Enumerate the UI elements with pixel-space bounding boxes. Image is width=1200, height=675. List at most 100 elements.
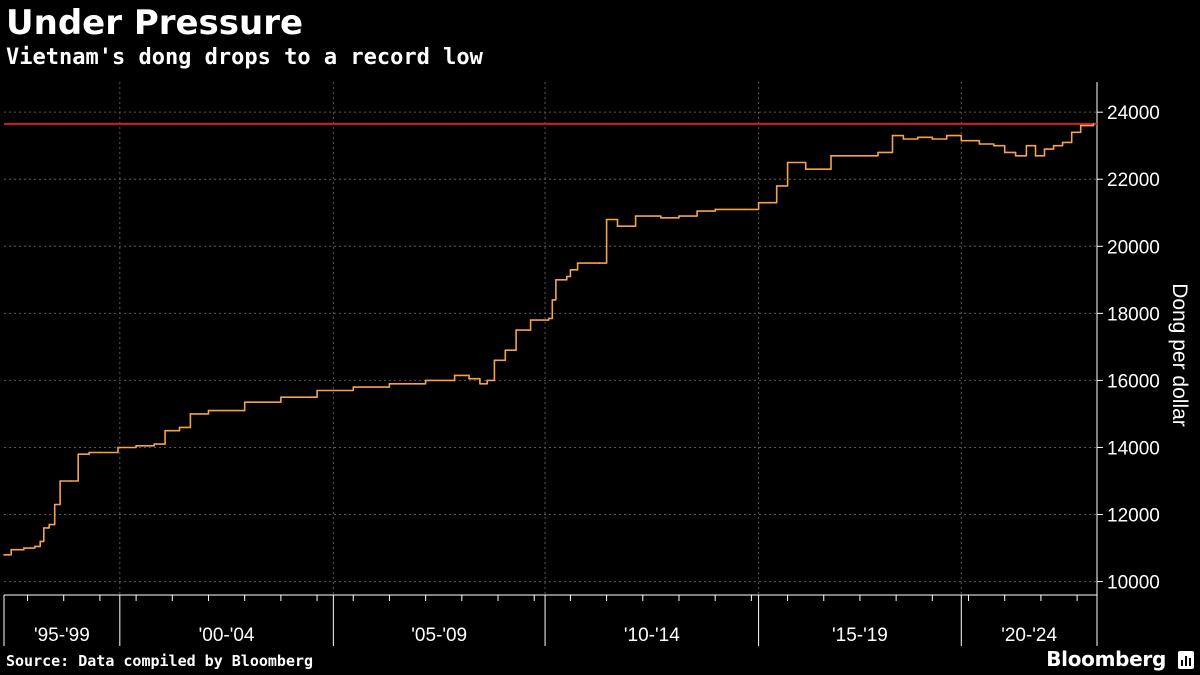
data-point <box>917 136 919 139</box>
data-point <box>117 446 119 449</box>
source-note: Source: Data compiled by Bloomberg <box>6 652 314 670</box>
data-point <box>859 155 861 157</box>
data-point <box>696 210 698 212</box>
data-point <box>743 208 745 211</box>
data-point <box>598 262 601 264</box>
data-point <box>605 218 608 221</box>
x-tick-label: '15-'19 <box>832 625 888 646</box>
data-point <box>678 215 680 217</box>
data-point <box>515 329 517 331</box>
data-point <box>352 386 355 388</box>
data-point <box>902 138 905 140</box>
data-point <box>891 134 894 137</box>
data-point <box>23 547 25 549</box>
data-point <box>634 215 637 217</box>
data-point <box>486 379 489 382</box>
data-point <box>660 217 662 219</box>
data-point <box>135 445 137 447</box>
grid <box>4 82 1097 595</box>
y-tick-label: 20000 <box>1107 237 1160 258</box>
y-tick-label: 10000 <box>1107 573 1160 594</box>
data-point <box>388 383 391 385</box>
data-point <box>207 409 210 412</box>
data-point <box>59 480 61 482</box>
y-tick-label: 22000 <box>1107 170 1160 191</box>
data-point <box>529 319 532 321</box>
x-tick-label: '20-'24 <box>1001 625 1057 646</box>
data-point <box>39 540 41 543</box>
data-point <box>77 453 79 456</box>
data-point <box>877 151 879 154</box>
data-point <box>48 523 50 526</box>
data-point <box>551 299 554 301</box>
data-point <box>10 548 12 551</box>
data-point <box>946 134 948 137</box>
data-point <box>786 161 789 164</box>
y-tick-label: 12000 <box>1107 506 1160 527</box>
data-point <box>576 262 579 264</box>
data-point <box>714 208 716 211</box>
data-point <box>1034 155 1037 157</box>
data-point <box>931 138 934 140</box>
data-point <box>830 155 832 157</box>
data-point <box>555 279 557 281</box>
data-point <box>178 426 181 429</box>
data-point <box>189 413 192 415</box>
x-tick-label: '00-'04 <box>199 625 255 646</box>
y-tick-label: 18000 <box>1107 304 1160 325</box>
data-point <box>153 443 155 445</box>
data-point <box>1070 131 1073 134</box>
data-point <box>1079 124 1082 127</box>
data-point <box>978 143 981 145</box>
x-tick-label: '95-'99 <box>34 625 90 646</box>
data-point <box>70 480 72 482</box>
data-point <box>1052 144 1055 147</box>
x-tick-label: '10-'14 <box>624 625 680 646</box>
data-point <box>280 396 282 399</box>
x-axis: '95-'99 '00-'04 '05-'09 '10-'14 '15-'19 '20-'… <box>3 594 1098 646</box>
data-point <box>566 275 568 278</box>
data-point <box>424 379 427 382</box>
data-point <box>43 527 45 529</box>
chart-subtitle: Vietnam's dong drops to a record low <box>6 45 483 70</box>
series-group <box>3 123 1095 556</box>
data-point <box>616 225 619 227</box>
data-point <box>775 185 778 187</box>
data-point <box>493 359 496 362</box>
data-point <box>993 144 995 147</box>
y-axis-title: Dong per dollar <box>1168 283 1191 427</box>
data-point <box>569 269 572 271</box>
brand-logo: Bloomberg <box>1046 647 1166 671</box>
data-point <box>3 554 5 556</box>
chart-title: Under Pressure <box>6 3 304 43</box>
data-point <box>34 545 36 548</box>
data-point <box>547 317 550 320</box>
data-point <box>99 451 101 454</box>
data-point <box>1025 144 1028 147</box>
data-point <box>1092 123 1095 125</box>
data-point <box>453 374 456 377</box>
x-tick-label: '05-'09 <box>411 625 467 646</box>
data-point <box>53 503 56 506</box>
y-axis: 10000 12000 14000 16000 18000 20000 22000 24000 <box>1096 82 1160 595</box>
data-point <box>316 389 318 392</box>
data-point <box>164 429 166 432</box>
data-point <box>804 168 807 170</box>
data-point <box>468 377 470 380</box>
data-point <box>479 383 481 385</box>
data-point <box>243 401 246 404</box>
data-point <box>1003 151 1006 154</box>
data-point <box>1043 148 1046 150</box>
data-point <box>88 451 90 454</box>
y-tick-label: 16000 <box>1107 371 1160 392</box>
series-line <box>4 123 1095 556</box>
data-point <box>1014 155 1017 157</box>
data-point <box>504 349 507 352</box>
data-point <box>823 168 825 170</box>
y-tick-label: 24000 <box>1107 103 1160 124</box>
data-point <box>960 139 963 142</box>
data-point <box>757 201 760 204</box>
y-tick-label: 14000 <box>1107 438 1160 459</box>
bloomberg-chart-icon <box>1178 651 1194 669</box>
